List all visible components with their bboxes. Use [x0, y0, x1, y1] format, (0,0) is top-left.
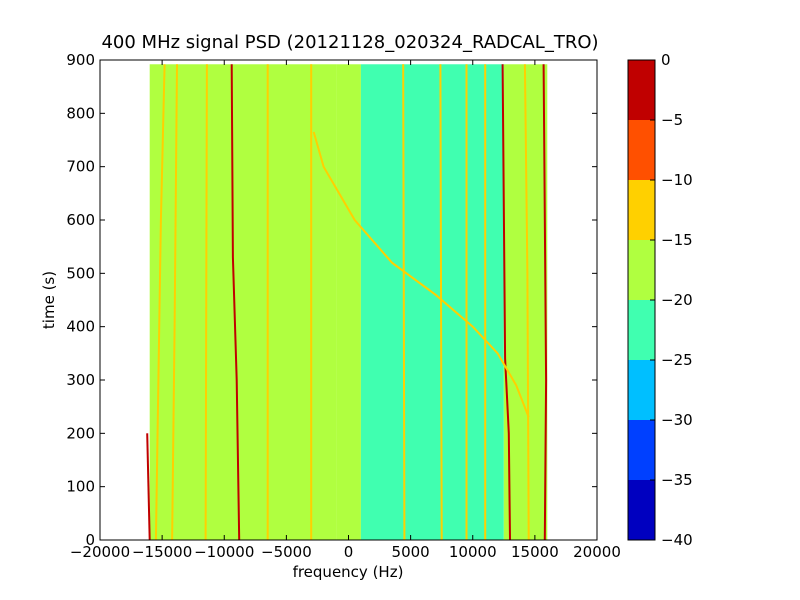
- plot-area: [99, 59, 598, 541]
- colorbar-tick-label: −10: [661, 171, 693, 189]
- y-tick-label: 800: [66, 104, 95, 122]
- colorbar-tick-label: −40: [661, 531, 693, 549]
- colorbar-tick-label: −30: [661, 411, 693, 429]
- spectral-line: [523, 64, 530, 541]
- spectral-features: [146, 64, 548, 541]
- spectral-line: [146, 433, 151, 541]
- spectral-line: [439, 64, 443, 541]
- colorbar-tick-label: −15: [661, 231, 693, 249]
- y-tick-label: 0: [85, 531, 95, 549]
- colorbar-tick-label: −35: [661, 471, 693, 489]
- spectral-line: [402, 64, 406, 541]
- y-tick-label: 900: [66, 51, 95, 69]
- y-tick-label: 500: [66, 264, 95, 282]
- colorbar-segment: [628, 300, 655, 360]
- colorbar-tick-label: −20: [661, 291, 693, 309]
- colorbar-tick-label: −5: [661, 111, 683, 129]
- heatmap-region: [149, 64, 337, 541]
- x-tick-label: −5000: [261, 543, 312, 561]
- y-tick-label: 400: [66, 318, 95, 336]
- spectral-line: [154, 64, 166, 541]
- x-axis-label: frequency (Hz): [293, 563, 404, 581]
- y-axis-label: time (s): [40, 271, 58, 329]
- colorbar-segment: [628, 420, 655, 480]
- colorbar-segment: [628, 120, 655, 180]
- y-axis: 0 100 200 300 400 500 600 700 800 900: [66, 51, 597, 549]
- colorbar-segment: [628, 240, 655, 300]
- y-tick-label: 200: [66, 424, 95, 442]
- x-axis: −20000 −15000 −10000 −5000 0 5000 10000 15000 20…: [70, 60, 621, 561]
- spectral-line: [230, 64, 241, 541]
- colorbar-segment: [628, 360, 655, 420]
- x-tick-label: −20000: [70, 543, 130, 561]
- y-tick-label: 300: [66, 371, 95, 389]
- y-tick-label: 700: [66, 158, 95, 176]
- y-tick-label: 600: [66, 211, 95, 229]
- signal-sweep-trace: [312, 131, 530, 418]
- colorbar-tick-label: 0: [661, 51, 671, 69]
- chart-title: 400 MHz signal PSD (20121128_020324_RADC…: [101, 32, 598, 53]
- spectral-line: [171, 64, 178, 541]
- x-tick-label: 0: [344, 543, 354, 561]
- colorbar-segment: [628, 480, 655, 540]
- spectral-line: [542, 64, 548, 541]
- colorbar-segment: [628, 180, 655, 240]
- x-tick-label: 15000: [511, 543, 559, 561]
- heatmap-region: [360, 64, 504, 541]
- colorbar-tick-label: −25: [661, 351, 693, 369]
- x-tick-label: 5000: [392, 543, 430, 561]
- heatmap-region: [336, 64, 361, 541]
- x-tick-label: −15000: [132, 543, 192, 561]
- x-tick-label: 20000: [573, 543, 621, 561]
- spectral-line: [204, 64, 208, 541]
- heatmap: [149, 64, 548, 541]
- x-tick-label: 10000: [449, 543, 497, 561]
- y-tick-label: 100: [66, 478, 95, 496]
- x-tick-label: −10000: [194, 543, 254, 561]
- colorbar: −40 −35 −30 −25 −20 −15 −10 −5 0: [627, 51, 693, 549]
- colorbar-segment: [628, 60, 655, 120]
- spectral-line: [501, 64, 511, 541]
